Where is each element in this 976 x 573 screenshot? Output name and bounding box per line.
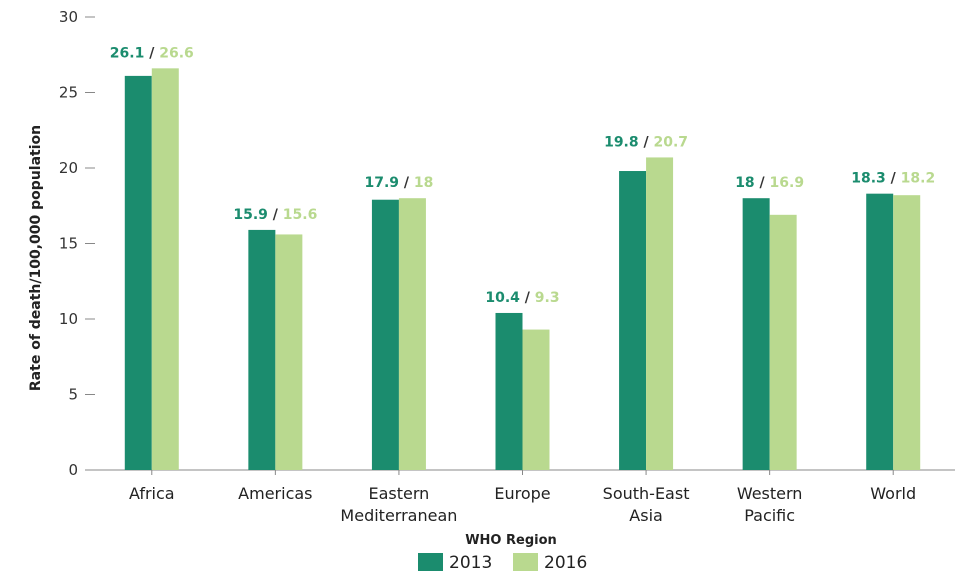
legend-label: 2013 [449,553,492,573]
y-axis-title: Rate of death/100,000 population [28,125,44,391]
legend-swatch-2013 [418,553,443,571]
data-labels: 26.1 / 26.6 15.9 / 15.6 17.9 / 18 10.4 / 9.… [110,45,935,306]
x-tick-label: South-East Asia [603,484,690,525]
x-tick-label: Eastern Mediterranean [340,484,457,525]
bar-2016 [769,214,797,470]
bar-2016 [398,198,426,470]
y-tick-label: 10 [59,310,78,328]
bar-2016 [646,157,674,470]
bar-2016 [522,329,550,470]
legend: 2013 2016 [418,553,587,573]
bar-2013 [248,229,276,470]
data-label: 15.9 / 15.6 [233,207,317,223]
data-label: 19.8 / 20.7 [604,134,688,150]
bar-2013 [371,199,399,470]
legend-label: 2016 [544,553,587,573]
bar-2013 [619,171,647,470]
bars [124,68,921,471]
y-tick-label: 30 [59,8,78,26]
bar-2013 [495,312,523,470]
data-label: 17.9 / 18 [364,175,433,191]
y-tick-label: 5 [68,386,78,404]
bar-2016 [151,68,179,470]
y-tick-label: 20 [59,159,78,177]
bar-2013 [742,198,770,470]
x-tick-label: Western Pacific [737,484,803,525]
data-label: 26.1 / 26.6 [110,45,194,61]
y-tick-label: 25 [59,84,78,102]
bar-2016 [275,234,303,470]
bar-2016 [893,195,921,470]
x-tick-label: Africa [129,484,175,503]
x-tick-label: Americas [238,484,312,503]
bar-2013 [866,193,894,471]
data-label: 10.4 / 9.3 [485,290,559,306]
y-tick-label: 15 [59,235,78,253]
x-tick-label: World [870,484,916,503]
y-tick-label: 0 [68,461,78,479]
x-tick-label: Europe [494,484,550,503]
bar-2013 [124,75,152,470]
data-label: 18 / 16.9 [735,175,804,191]
data-label: 18.3 / 18.2 [851,171,935,187]
legend-swatch-2016 [513,553,538,571]
x-axis-title: WHO Region [465,533,557,548]
